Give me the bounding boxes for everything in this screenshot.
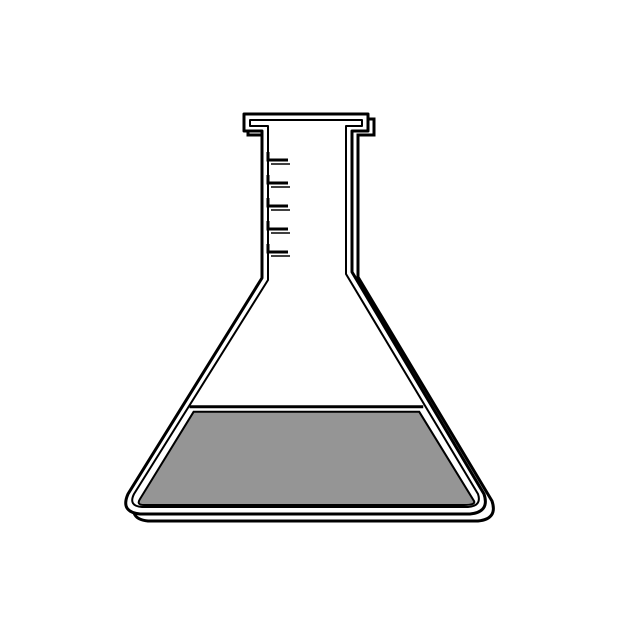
graduation-mark: [266, 152, 288, 162]
graduation-mark: [266, 198, 288, 208]
graduation-mark: [266, 244, 288, 254]
graduation-mark: [266, 175, 288, 185]
flask-liquid: [137, 410, 476, 506]
graduation-mark: [266, 221, 288, 231]
graduation-marks: [266, 152, 290, 257]
